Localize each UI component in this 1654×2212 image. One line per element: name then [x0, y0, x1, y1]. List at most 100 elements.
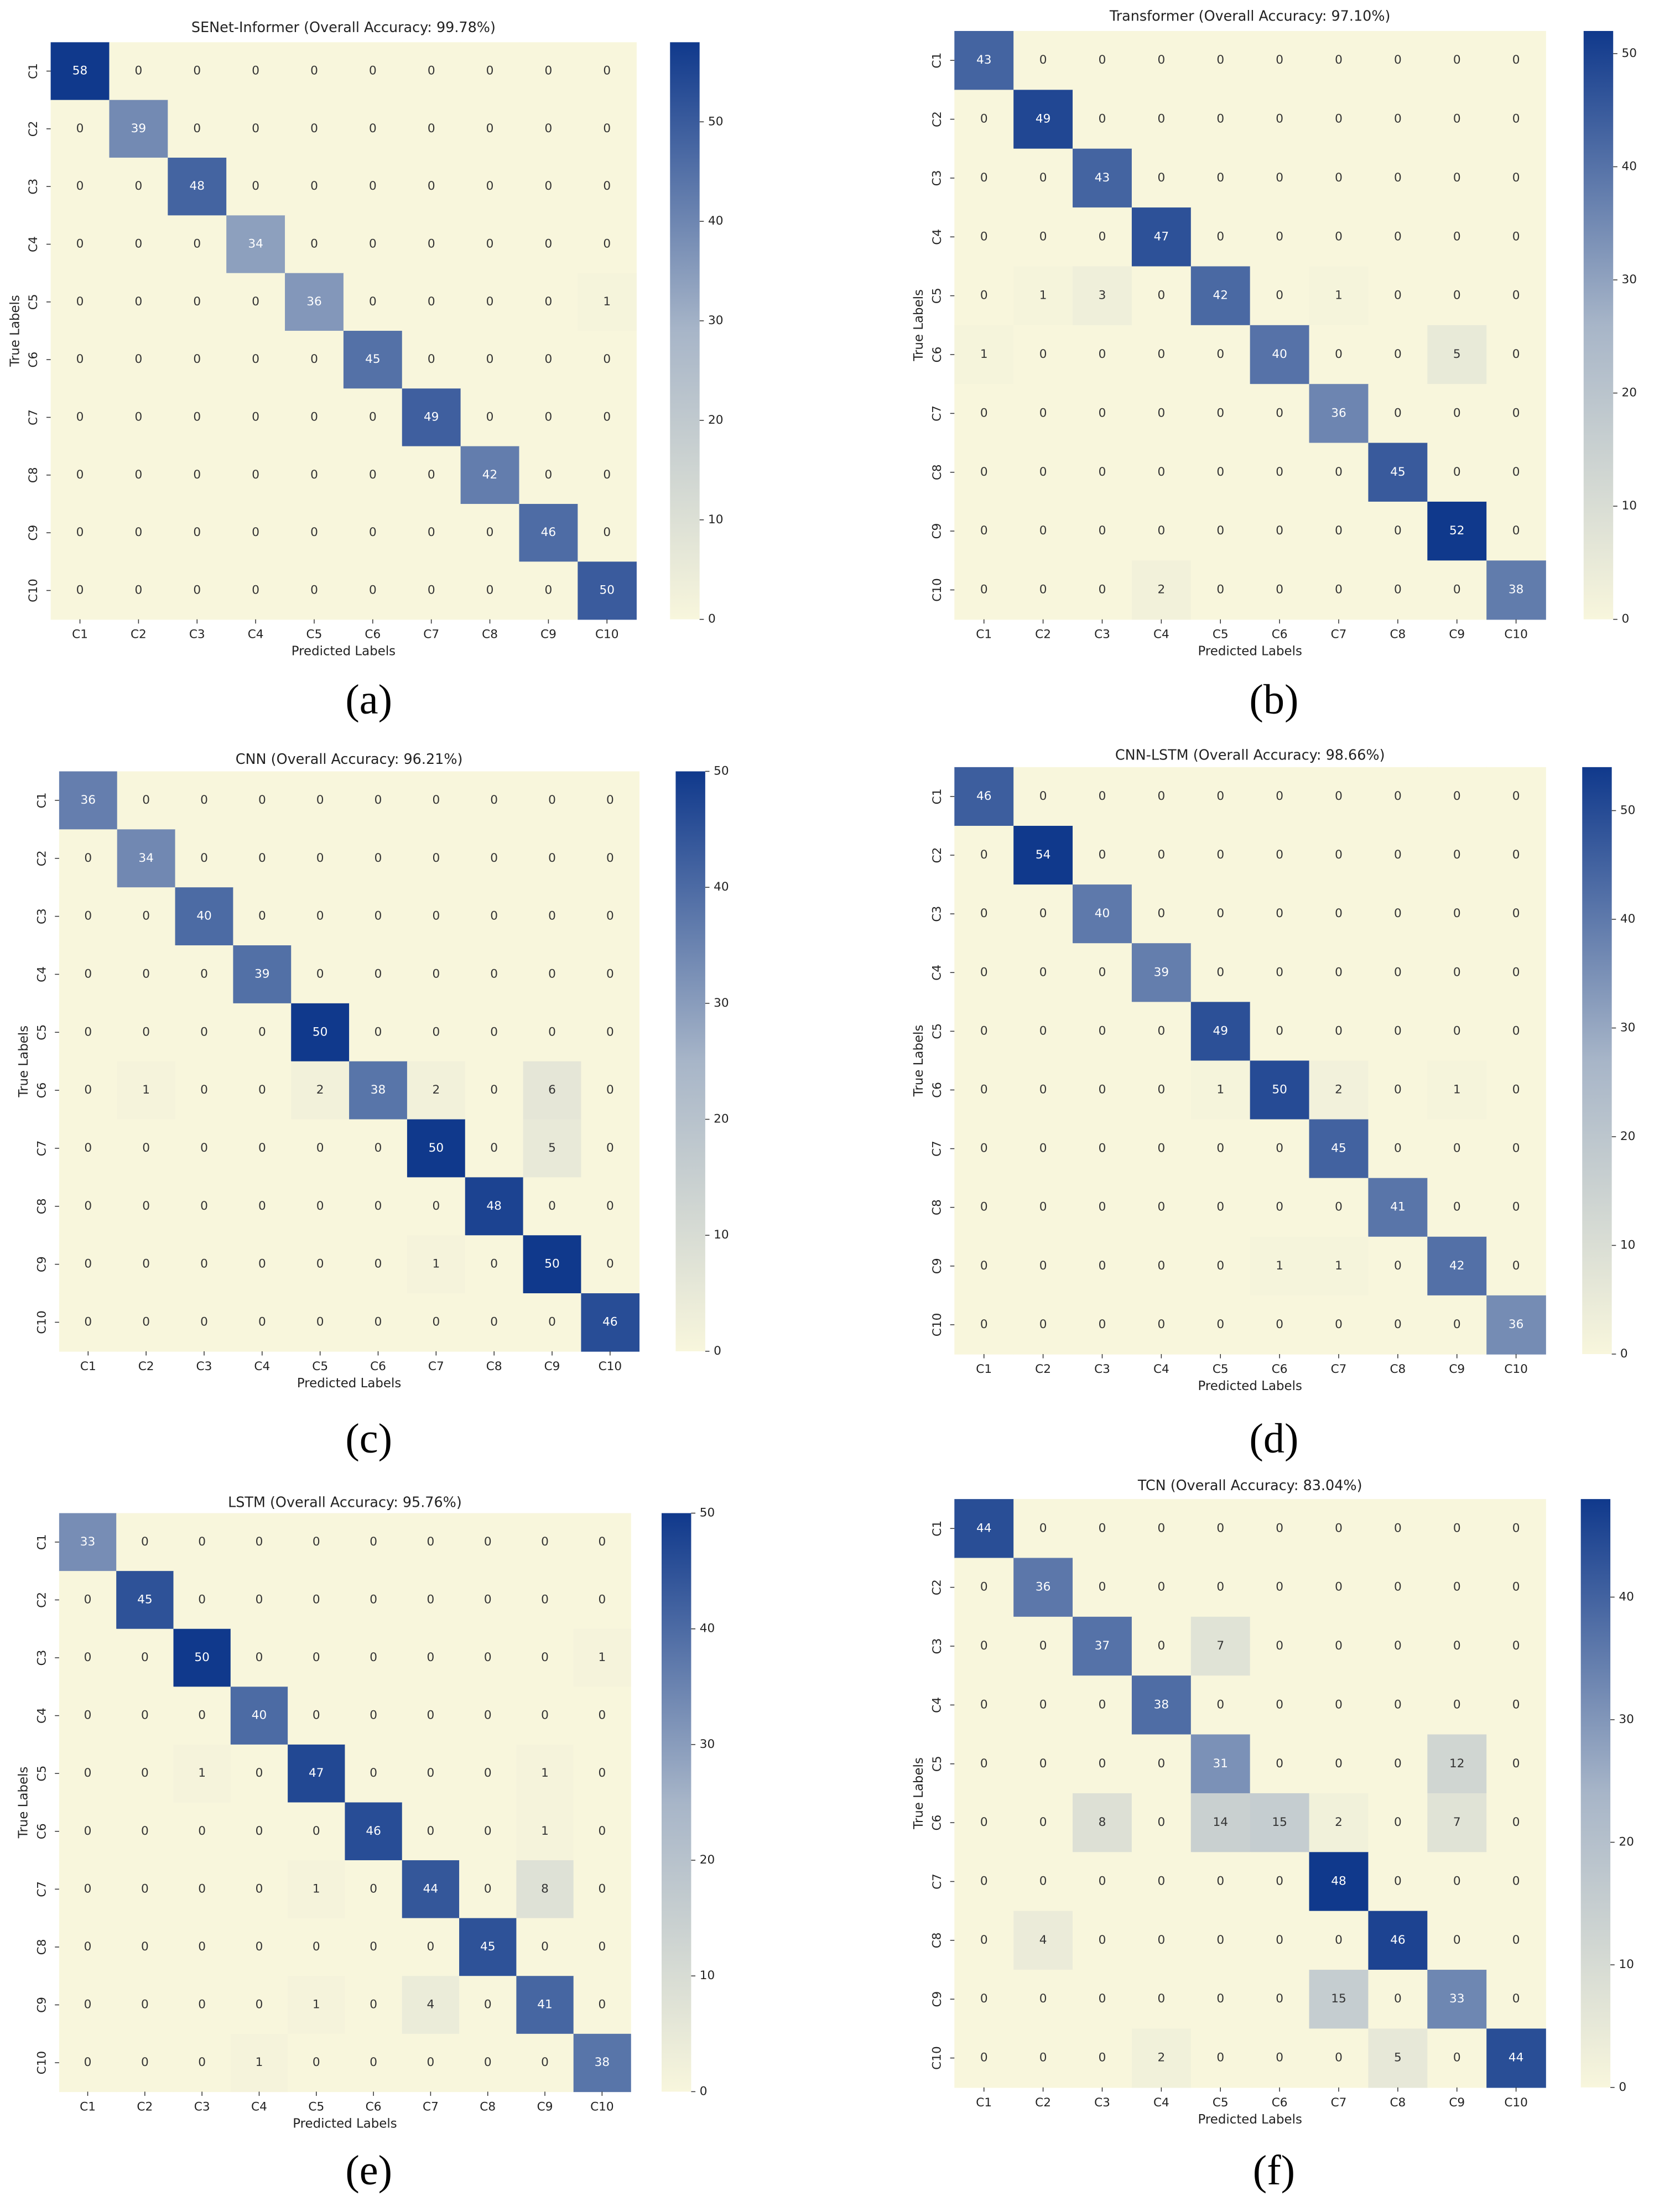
heatmap-cell — [59, 1976, 117, 2034]
cell-label: 0 — [141, 1998, 149, 2012]
heatmap-cell — [1309, 266, 1369, 326]
cell-label: 0 — [1099, 1874, 1106, 1888]
heatmap-cell — [407, 829, 466, 888]
cell-label: 0 — [316, 1257, 324, 1271]
heatmap-cell — [1368, 884, 1428, 944]
heatmap-cell — [349, 1061, 408, 1120]
heatmap-cell — [230, 1860, 288, 1919]
cell-label: 0 — [369, 584, 377, 597]
cell-label: 0 — [84, 1709, 92, 1722]
heatmap-cell — [1309, 1970, 1369, 2029]
heatmap-cell — [1309, 560, 1369, 620]
cell-label: 0 — [84, 1766, 92, 1780]
cell-label: 0 — [310, 352, 318, 366]
colorbar-tick-label: 50 — [708, 114, 724, 128]
cell-label: 0 — [1335, 1933, 1343, 1947]
cell-label: 46 — [976, 789, 992, 803]
heatmap-cell — [1073, 1295, 1132, 1355]
cell-label: 0 — [1453, 1698, 1461, 1711]
heatmap-cell — [173, 1513, 231, 1571]
heatmap-cell — [59, 1061, 118, 1120]
cell-label: 0 — [1453, 112, 1461, 126]
heatmap-cell — [59, 2033, 117, 2093]
cell-label: 0 — [1276, 907, 1283, 920]
cell-label: 2 — [1157, 582, 1165, 596]
heatmap-cell — [1368, 1236, 1428, 1296]
heatmap-cell — [343, 331, 403, 389]
heatmap-cell — [175, 829, 234, 888]
cell-label: 0 — [490, 967, 498, 981]
cell-label: 0 — [484, 1709, 492, 1722]
x-tick-label: C6 — [1272, 2096, 1288, 2110]
heatmap-cell — [1013, 1852, 1073, 1912]
heatmap-cell — [459, 1860, 517, 1919]
heatmap-cell — [523, 1003, 582, 1062]
cell-label: 0 — [1157, 1815, 1165, 1829]
cell-label: 0 — [980, 1815, 988, 1829]
x-tick-label: C3 — [194, 2100, 210, 2114]
x-tick-label: C4 — [248, 628, 264, 642]
heatmap-cell — [402, 2033, 460, 2093]
heatmap-cell — [1073, 767, 1132, 826]
heatmap-cell — [1013, 1178, 1073, 1237]
x-tick-label: C5 — [1213, 1362, 1229, 1376]
cell-label: 0 — [1157, 53, 1165, 67]
heatmap-cell — [1309, 1060, 1369, 1120]
cell-label: 0 — [258, 1025, 266, 1039]
cell-label: 0 — [1335, 907, 1343, 920]
y-tick-label: C5 — [35, 1766, 49, 1782]
cell-label: 0 — [1512, 1580, 1520, 1594]
heatmap-cell — [516, 1802, 574, 1861]
cell-label: 0 — [603, 352, 611, 366]
heatmap-cell — [175, 1061, 234, 1120]
heatmap-cell — [343, 215, 403, 274]
cell-label: 0 — [200, 967, 208, 981]
cell-label: 0 — [1512, 230, 1520, 243]
cell-label: 0 — [370, 1766, 377, 1780]
colorbar — [1583, 31, 1614, 620]
cell-label: 0 — [1099, 1933, 1106, 1947]
y-tick-label: C4 — [930, 1697, 944, 1713]
heatmap-cell — [1427, 1060, 1487, 1120]
heatmap-cell — [226, 158, 285, 216]
cell-label: 0 — [1157, 1757, 1165, 1771]
cell-label: 0 — [980, 1580, 988, 1594]
cell-label: 52 — [1449, 524, 1465, 538]
cell-label: 0 — [598, 1998, 606, 2012]
cell-label: 0 — [980, 848, 988, 862]
y-tick-label: C2 — [930, 847, 944, 863]
cell-label: 34 — [248, 237, 263, 251]
colorbar-tick-label: 20 — [1621, 386, 1637, 400]
cell-label: 0 — [313, 1824, 320, 1838]
x-tick-label: C9 — [537, 2100, 553, 2114]
y-tick-label: C6 — [930, 1082, 944, 1098]
heatmap-cell — [226, 215, 285, 274]
heatmap-cell — [1190, 1911, 1251, 1970]
heatmap-cell — [1368, 384, 1428, 444]
cell-label: 0 — [193, 525, 201, 539]
cell-label: 0 — [486, 352, 494, 366]
cell-label: 0 — [606, 1025, 614, 1039]
heatmap-cell — [573, 1687, 631, 1745]
heatmap-cell — [581, 1177, 640, 1236]
heatmap-cell — [581, 1235, 640, 1294]
cell-label: 0 — [1099, 1521, 1106, 1535]
cell-label: 0 — [548, 1199, 556, 1213]
heatmap-cell — [288, 1802, 346, 1861]
cell-label: 38 — [595, 2055, 610, 2069]
heatmap-cell — [1309, 384, 1369, 444]
cell-label: 0 — [1394, 1521, 1402, 1535]
cell-label: 0 — [1216, 965, 1224, 979]
cell-label: 0 — [256, 1535, 263, 1549]
heatmap-cell — [1486, 266, 1546, 326]
cell-label: 0 — [198, 1940, 206, 1954]
cell-label: 0 — [980, 289, 988, 303]
heatmap-cell — [402, 1628, 460, 1688]
colorbar-tick-label: 0 — [708, 612, 716, 626]
cell-label: 0 — [369, 295, 377, 309]
cell-label: 0 — [256, 1824, 263, 1838]
cell-label: 0 — [370, 2055, 377, 2069]
heatmap-cell — [117, 771, 176, 830]
heatmap-cell — [1250, 2028, 1310, 2088]
cell-label: 0 — [427, 1651, 435, 1664]
